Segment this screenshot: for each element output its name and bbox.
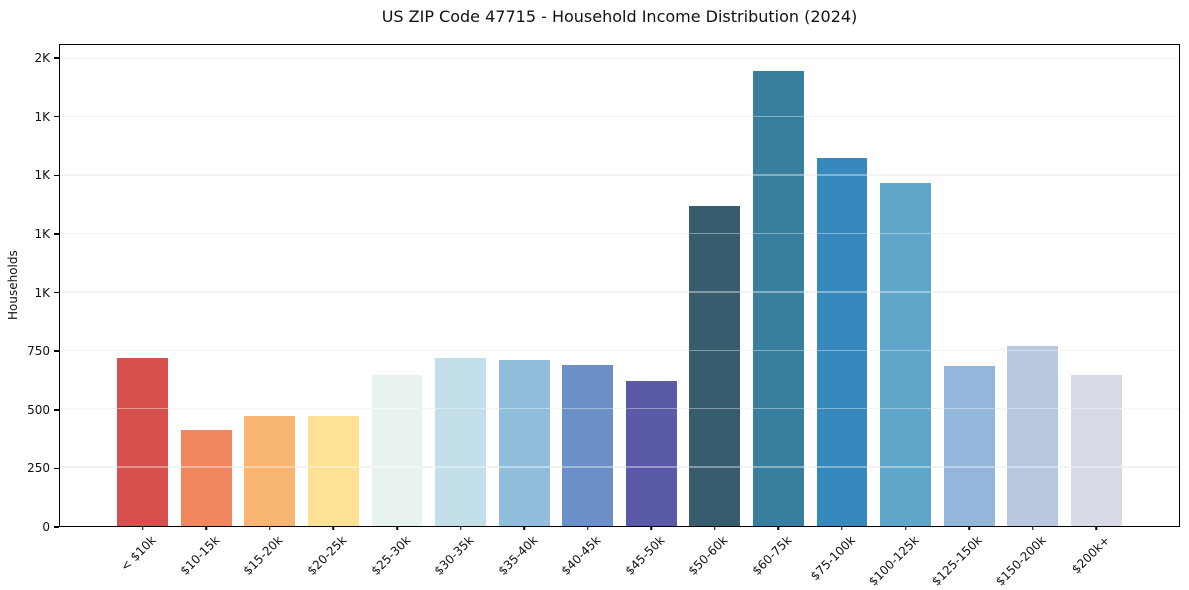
x-tick-label-0: < $10k (117, 533, 159, 574)
bar-15-20k (244, 416, 296, 526)
bar-slot-13: $125-150k (929, 45, 1001, 589)
x-tick-label-15: $200k+ (1068, 533, 1113, 577)
y-tick-label-1000: 1K (34, 285, 50, 300)
x-tick-label-1: $10-15k (177, 533, 223, 578)
x-tick-mark-13 (968, 526, 970, 530)
bar-slot-7: $40-45k (556, 45, 620, 578)
x-tick-label-5: $30-35k (431, 533, 477, 578)
x-tick-label-13: $125-150k (929, 533, 985, 589)
bar-slot-12: $100-125k (866, 45, 938, 589)
y-tick-label-750: 750 (27, 344, 50, 359)
x-tick-mark-0 (142, 526, 144, 530)
bar-75-100k (816, 158, 868, 526)
bar-slot-11: $75-100k (808, 45, 874, 583)
bar-slot-2: $15-20k (238, 45, 302, 578)
y-tick-label-500: 500 (27, 402, 50, 417)
x-tick-mark-7 (586, 526, 589, 530)
bar-slot-14: $150-200k (993, 45, 1065, 589)
y-tick-mark-1750 (54, 115, 59, 118)
y-tick-label-0: 0 (42, 520, 50, 534)
y-tick-mark-750 (54, 350, 59, 352)
x-tick-mark-8 (650, 526, 653, 530)
bar-60-75k (752, 70, 804, 526)
x-tick-label-6: $35-40k (495, 533, 541, 578)
bar-slot-8: $45-50k (620, 45, 684, 578)
x-tick-mark-3 (332, 526, 335, 530)
y-tick-label-2000: 2K (34, 51, 50, 66)
bar-200k+ (1070, 375, 1122, 526)
x-tick-mark-12 (904, 526, 907, 530)
bar-10-15k (180, 430, 232, 526)
chart-title: US ZIP Code 47715 - Household Income Dis… (381, 7, 858, 26)
y-tick-label-1750: 1K (34, 109, 50, 124)
bar-100-125k (880, 182, 931, 526)
x-tick-mark-11 (841, 526, 843, 530)
y-tick-mark-250 (54, 467, 59, 470)
y-tick-label-1250: 1K (34, 226, 50, 241)
y-tick-mark-1250 (54, 233, 59, 235)
y-axis-label: Households (6, 250, 20, 321)
x-tick-label-12: $100-125k (865, 533, 922, 589)
x-tick-label-7: $40-45k (558, 533, 604, 578)
x-tick-label-14: $150-200k (992, 533, 1049, 589)
bar-slot-9: $50-60k (683, 45, 747, 578)
bar-slot-15: $200k+ (1064, 45, 1128, 577)
bar-45-50k (625, 381, 677, 526)
x-tick-label-2: $15-20k (240, 533, 286, 578)
bar-slot-5: $30-35k (429, 45, 493, 578)
x-tick-label-4: $25-30k (368, 533, 413, 578)
bar-40-45k (562, 364, 614, 526)
y-tick-mark-500 (54, 409, 59, 411)
x-tick-mark-5 (459, 526, 462, 530)
y-tick-label-250: 250 (27, 461, 50, 476)
bar-150-200k (1007, 346, 1059, 526)
bar-25-30k (371, 375, 423, 526)
x-tick-label-8: $45-50k (622, 533, 668, 578)
x-tick-mark-10 (777, 526, 780, 530)
x-tick-mark-2 (269, 526, 271, 530)
bar-slot-0: < $10k (111, 45, 175, 574)
y-tick-mark-2000 (54, 57, 59, 59)
x-tick-mark-4 (396, 526, 398, 530)
x-tick-label-9: $50-60k (685, 533, 731, 578)
y-tick-mark-1500 (54, 174, 59, 177)
x-tick-mark-9 (714, 526, 716, 530)
x-tick-label-3: $20-25k (304, 533, 350, 578)
bar-20-25k (308, 416, 359, 526)
bar-slot-4: $25-30k (365, 45, 429, 578)
bar-slot-10: $60-75k (747, 45, 811, 578)
y-tick-mark-1000 (54, 291, 59, 294)
bar-slot-6: $35-40k (492, 45, 556, 578)
x-tick-mark-1 (205, 526, 208, 530)
bar-125-150k (943, 366, 995, 526)
bars-row: < $10k $10-15k $15-20k $20-25k $25-30k $30-35… (60, 45, 1179, 589)
x-tick-mark-6 (523, 526, 525, 530)
bar-30-35k (435, 357, 487, 526)
y-tick-mark-0 (54, 526, 59, 528)
plot-area: < $10k $10-15k $15-20k $20-25k $25-30k $30-35… (59, 44, 1180, 589)
x-tick-mark-15 (1095, 526, 1097, 530)
bar-50-60k (689, 206, 741, 526)
bar-35-40k (498, 360, 550, 526)
bar-slot-3: $20-25k (302, 45, 366, 578)
x-tick-label-11: $75-100k (807, 533, 858, 584)
y-tick-label-1500: 1K (34, 168, 50, 183)
bar-slot-1: $10-15k (175, 45, 239, 578)
bar-10k (117, 357, 169, 526)
x-tick-label-10: $60-75k (749, 533, 795, 578)
x-tick-mark-14 (1031, 526, 1034, 530)
